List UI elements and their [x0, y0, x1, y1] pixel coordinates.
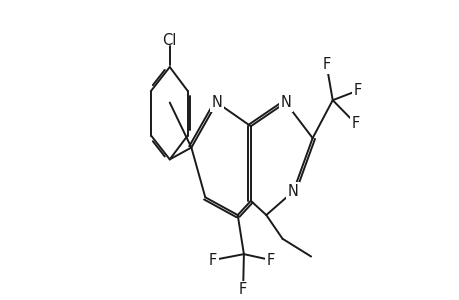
Text: F: F — [239, 282, 247, 297]
Text: F: F — [208, 253, 217, 268]
Text: F: F — [322, 57, 330, 72]
Text: F: F — [351, 116, 359, 131]
Text: F: F — [353, 83, 361, 98]
Text: Cl: Cl — [162, 32, 177, 47]
Text: F: F — [266, 253, 274, 268]
Text: N: N — [280, 95, 291, 110]
Text: N: N — [287, 184, 298, 199]
Text: N: N — [211, 95, 222, 110]
